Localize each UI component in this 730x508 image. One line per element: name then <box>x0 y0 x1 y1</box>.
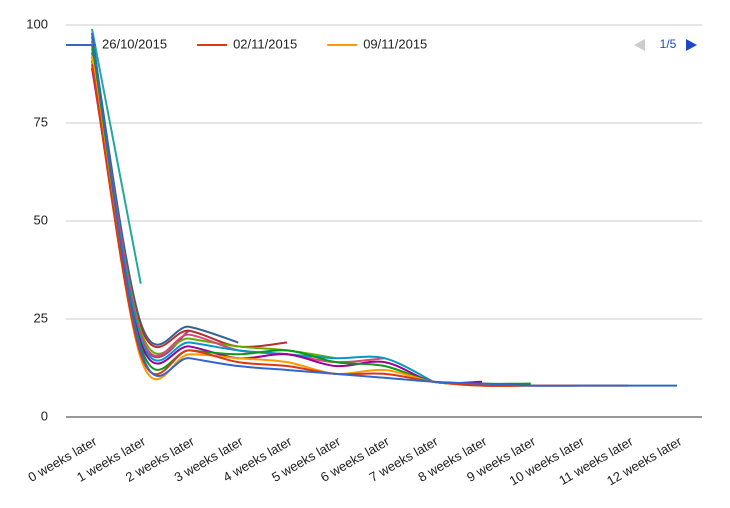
y-tick-label: 0 <box>41 408 48 423</box>
legend-next[interactable] <box>686 39 697 51</box>
legend-label: 02/11/2015 <box>233 36 297 51</box>
series-line <box>91 28 142 284</box>
y-tick-label: 50 <box>34 212 48 227</box>
y-tick-label: 25 <box>34 310 48 325</box>
series-line <box>91 60 288 349</box>
legend-label: 26/10/2015 <box>102 36 167 51</box>
series-line <box>91 44 531 385</box>
series-line <box>91 40 385 364</box>
legend-prev[interactable] <box>634 39 645 51</box>
series-line <box>91 67 483 385</box>
series-line <box>91 64 629 387</box>
legend-label: 09/11/2015 <box>363 36 427 51</box>
series-line <box>91 48 336 360</box>
y-tick-label: 75 <box>34 114 48 129</box>
y-tick-label: 100 <box>26 16 48 31</box>
series-line <box>91 32 677 387</box>
legend-page: 1/5 <box>660 37 677 51</box>
